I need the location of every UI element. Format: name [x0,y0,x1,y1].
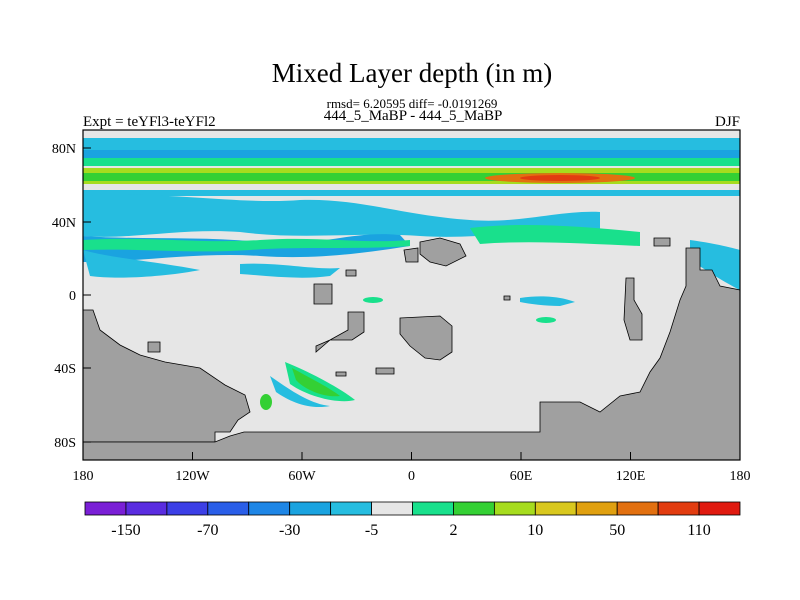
land-south-america [82,309,251,443]
colorbar-swatch [493,501,536,516]
field-blob-epac [83,250,200,278]
land-india-south [315,311,365,353]
land-islands-6 [503,295,511,301]
land-europe-small [403,247,419,263]
land-mask [82,237,741,461]
field-band-subarctic [83,150,740,158]
colorbar-label: 110 [687,522,710,539]
field-blob-npac-sw [240,263,340,278]
field-band-green-mid [83,173,740,181]
colorbar-swatch [166,501,209,516]
x-tick-group [82,452,741,460]
field-blob-chile [260,394,272,410]
chart-subtitle: rmsd= 6.20595 diff= -0.0191269 [327,96,498,111]
land-arabia [419,237,467,267]
experiment-label: Expt = teYFl3-teYFl2 [83,114,216,130]
colorbar-swatch [453,501,495,516]
x-tick-label: 60W [288,469,316,484]
ocean-field [83,138,740,410]
colorbar-swatch [289,501,332,516]
land-africa [399,315,453,361]
land-madagascar [313,283,333,305]
colorbar-swatch [534,501,577,516]
field-blob-mideast [470,225,640,246]
colorbar-swatch [248,501,291,516]
colorbar-swatch [616,501,659,516]
field-blob-ind-green [536,317,556,323]
colorbar-swatch [125,501,168,516]
run-label: 444_5_MaBP - 444_5_MaBP [324,108,503,124]
y-tick-label: 80N [52,142,76,157]
y-tick-group [83,147,91,443]
x-axis: 180 120W 60W 0 60E 120E 180 [73,452,751,484]
colorbar-swatch [657,501,700,516]
colorbar-label: -30 [279,522,300,539]
colorbar-swatch [575,501,618,516]
season-label: DJF [715,114,740,130]
x-tick-label: 0 [408,469,415,484]
y-tick-label: 0 [69,289,76,304]
colorbar-label: 2 [449,522,457,539]
field-band-green-30n [83,238,410,252]
colorbar-swatch [330,501,372,516]
y-tick-label: 40S [54,362,76,377]
y-tick-label: 40N [52,216,76,231]
land-australia [623,277,643,341]
colorbar-swatch [371,501,413,516]
field-blob-sat-blue [270,376,330,408]
land-islands-2 [335,371,347,377]
map-panel: 180 120W 60W 0 60E 120E 180 80N 40N 0 40… [52,129,751,484]
colorbar-label: 10 [527,522,543,539]
x-tick-label: 120E [616,469,646,484]
y-tick-label: 80S [54,436,76,451]
colorbar-swatch [412,501,454,516]
colorbar-swatch [207,501,250,516]
chart-title: Mixed Layer depth (in m) [272,58,552,88]
colorbar: -150 -70 -30 -5 2 10 50 110 [84,501,741,539]
x-tick-label: 180 [73,469,94,484]
colorbar-swatch [698,501,741,516]
field-band-arctic [83,138,740,150]
x-tick-label: 60E [510,469,533,484]
field-band-blue-40n [83,190,740,196]
colorbar-swatch [84,501,127,516]
colorbar-label: -150 [111,522,140,539]
colorbar-label: -70 [197,522,218,539]
field-blob-trop-green [363,297,383,303]
colorbar-label: 50 [609,522,625,539]
y-axis: 80N 40N 0 40S 80S [52,142,91,451]
land-islands-3 [147,341,161,353]
field-band-green-n [83,158,740,166]
x-tick-label: 120W [175,469,210,484]
field-blob-nwpac [83,194,600,237]
land-islands-5 [345,269,357,277]
field-max-red [520,175,600,181]
colorbar-label: -5 [365,522,378,539]
x-tick-label: 180 [730,469,751,484]
field-blob-sepac [285,362,355,402]
land-islands-4 [653,237,671,247]
field-blob-trop-atl [520,296,575,306]
land-antarctic-rim [82,247,741,461]
field-blob-sepac-core [292,368,340,397]
land-islands-1 [375,367,395,375]
field-blob-wpac-east [690,240,740,290]
